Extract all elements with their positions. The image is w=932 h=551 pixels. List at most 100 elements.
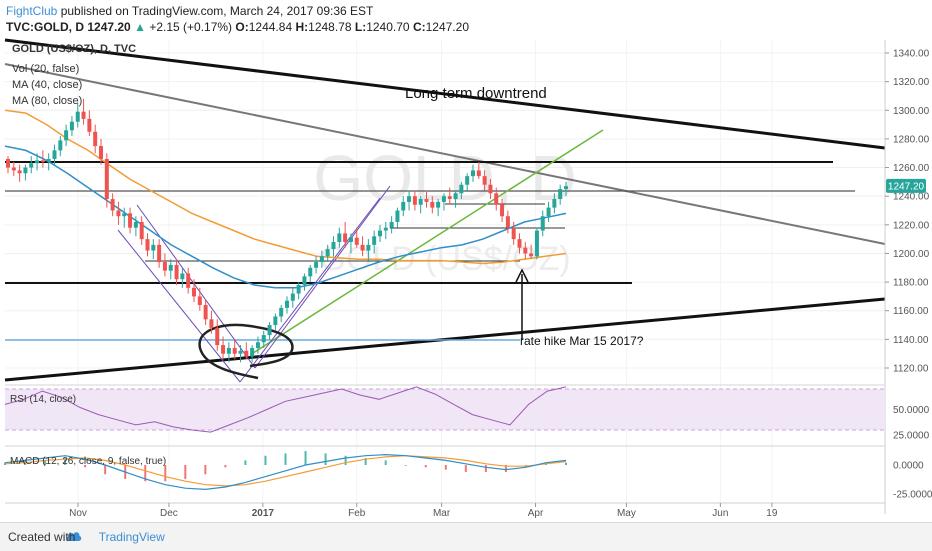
candle-body <box>476 170 481 177</box>
publish-line: FightClub published on TradingView.com, … <box>6 4 373 18</box>
author-link[interactable]: FightClub <box>6 4 58 18</box>
macd-hist-bar <box>44 460 47 465</box>
macd-hist-bar <box>424 465 427 468</box>
legend-ma80[interactable]: MA (80, close) <box>12 95 82 107</box>
time-tick-label: 19 <box>766 508 778 519</box>
high-label: H: <box>295 20 309 34</box>
time-tick-label: Mar <box>433 508 451 519</box>
main-legend: GOLD (US$/OZ), D, TVC Vol (20, false) MA… <box>12 43 136 107</box>
time-tick-label: Nov <box>69 508 87 519</box>
rsi-legend[interactable]: RSI (14, close) <box>10 394 76 405</box>
candle-body <box>436 201 441 208</box>
change-up-icon: ▲ <box>134 20 146 34</box>
legend-symbol[interactable]: GOLD (US$/OZ), D, TVC <box>12 43 136 55</box>
candle-body <box>517 239 522 248</box>
candle-body <box>81 111 86 119</box>
candle-body <box>505 216 510 228</box>
candle-body <box>104 158 109 200</box>
chart-header: FightClub published on TradingView.com, … <box>0 0 932 40</box>
candle-body <box>139 221 144 240</box>
created-with: Created with <box>8 530 76 544</box>
low-label: L: <box>354 20 367 34</box>
tradingview-cloud-icon <box>66 532 82 541</box>
change-value: +2.15 (+0.17%) <box>149 20 233 34</box>
macd-legend[interactable]: MACD (12, 26, close, 9, false, true) <box>10 456 166 467</box>
candle-body <box>273 316 278 326</box>
candle-body <box>523 247 528 254</box>
macd-hist-bar <box>384 460 387 465</box>
candle-body <box>116 210 121 217</box>
tradingview-link[interactable]: TradingView <box>98 530 165 544</box>
arrow-head[interactable] <box>515 268 529 283</box>
candle-body <box>110 199 115 211</box>
channel-line-b[interactable] <box>117 229 241 383</box>
annotation-rate-hike[interactable]: rate hike Mar 15 2017? <box>520 334 644 348</box>
candle-body <box>255 342 260 348</box>
candle-body <box>151 244 156 251</box>
candle-body <box>447 196 452 200</box>
candle-body <box>197 296 202 305</box>
macd-hist-bar <box>464 465 467 472</box>
time-axis[interactable]: Nov Dec 2017 Feb Mar Apr May Jun 19 <box>69 503 778 519</box>
candle-body <box>221 345 226 354</box>
channel-line-a[interactable] <box>136 204 256 369</box>
gray-trend-line[interactable] <box>4 63 886 245</box>
price-tick-label: 1140.00 <box>893 335 929 346</box>
price-tick-label: 1280.00 <box>893 134 930 145</box>
time-tick-label: May <box>617 508 636 519</box>
candle-body <box>360 244 365 251</box>
ma80-line <box>4 109 567 265</box>
time-tick-label: Dec <box>160 508 178 519</box>
candle-body <box>302 276 307 285</box>
candle-body <box>564 186 568 190</box>
candle-body <box>500 204 505 217</box>
green-trend-line[interactable] <box>249 129 604 356</box>
candle-body <box>546 207 551 217</box>
macd-hist-bar <box>184 465 187 479</box>
footer-text: Created with TradingView <box>8 530 165 544</box>
macd-histogram <box>4 451 567 482</box>
candle-body <box>319 256 324 263</box>
macd-hist-bar <box>565 462 567 465</box>
circle-annotation[interactable] <box>198 323 294 380</box>
candle-body <box>69 121 74 131</box>
candle-body <box>459 184 464 194</box>
candle-body <box>494 193 499 205</box>
candle-body <box>261 335 266 343</box>
candle-body <box>35 160 40 164</box>
macd-axis: 0.0000 -25.0000 <box>893 461 932 501</box>
time-tick-label: Apr <box>528 508 544 519</box>
footer: Created with TradingView <box>0 522 932 551</box>
candle-body <box>325 249 330 257</box>
macd-hist-bar <box>4 462 6 465</box>
candle-body <box>40 160 45 162</box>
candle-body <box>482 176 487 185</box>
price-tick-label: 1240.00 <box>893 192 930 203</box>
last-price: 1247.20 <box>87 20 131 34</box>
candle-body <box>290 293 295 301</box>
macd-hist-bar <box>324 453 327 465</box>
last-price-tag: 1247.20 <box>886 178 926 193</box>
macd-hist-bar <box>204 465 207 475</box>
legend-vol[interactable]: Vol (20, false) <box>12 63 79 75</box>
macd-hist-bar <box>244 460 247 465</box>
candle-body <box>279 307 284 317</box>
candle-body <box>46 158 51 162</box>
candle-body <box>348 237 353 242</box>
candle-body <box>343 233 348 242</box>
candle-body <box>296 284 301 294</box>
price-tick-label: 1200.00 <box>893 249 930 260</box>
candle-body <box>215 327 220 346</box>
price-axis[interactable]: 1340.00 1320.00 1300.00 1280.00 1260.00 1240.… <box>885 49 930 375</box>
candle-body <box>93 131 98 147</box>
candle-body <box>180 273 185 280</box>
channel-line-d[interactable] <box>254 185 391 369</box>
open-value: 1244.84 <box>248 20 293 34</box>
annotation-downtrend[interactable]: Long term downtrend <box>405 85 547 102</box>
downtrend-line[interactable] <box>4 38 886 150</box>
last-price-label: 1247.20 <box>888 181 925 192</box>
watermark: GOLD, D <box>313 142 576 214</box>
legend-ma40[interactable]: MA (40, close) <box>12 79 82 91</box>
price-tick-label: 1220.00 <box>893 220 930 231</box>
